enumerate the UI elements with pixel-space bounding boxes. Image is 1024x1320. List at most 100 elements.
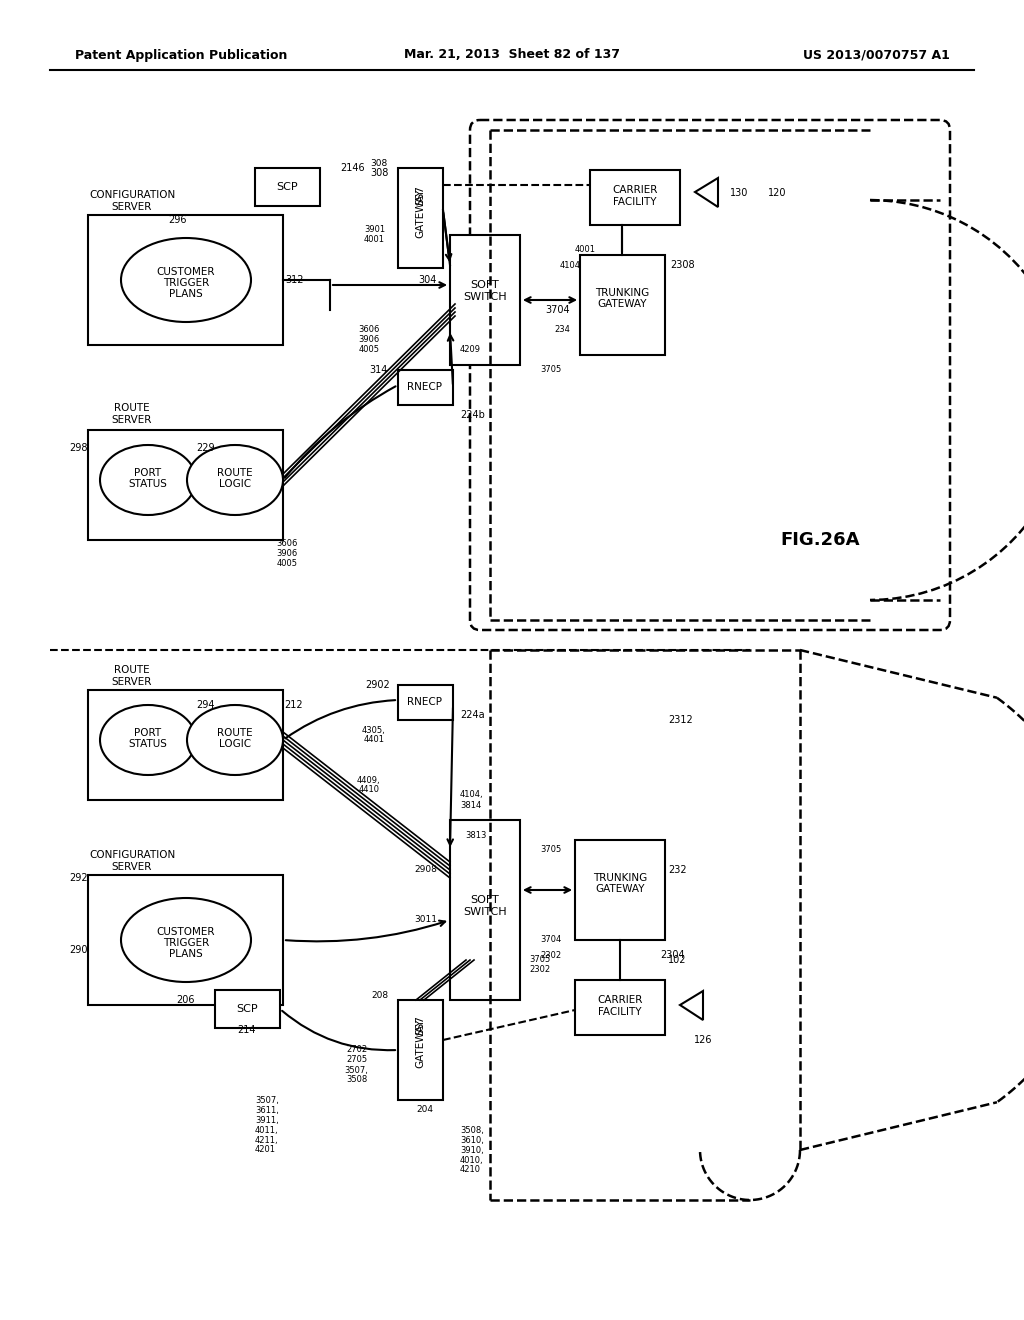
- Text: SS7: SS7: [415, 1015, 425, 1035]
- Text: 3704: 3704: [546, 305, 570, 315]
- Text: FACILITY: FACILITY: [598, 1007, 642, 1016]
- Text: SERVER: SERVER: [112, 677, 153, 686]
- Text: SCP: SCP: [276, 182, 298, 191]
- Text: 3906: 3906: [276, 549, 298, 557]
- Text: 2705: 2705: [347, 1056, 368, 1064]
- Text: 3606: 3606: [358, 326, 380, 334]
- Text: 292: 292: [70, 873, 88, 883]
- FancyBboxPatch shape: [88, 875, 283, 1005]
- Ellipse shape: [187, 705, 283, 775]
- Text: 232: 232: [668, 865, 687, 875]
- Text: GATEWAY: GATEWAY: [595, 884, 645, 894]
- Text: 234: 234: [554, 326, 570, 334]
- Text: 3910,: 3910,: [460, 1146, 483, 1155]
- Text: 130: 130: [730, 187, 749, 198]
- Text: 2146: 2146: [340, 162, 365, 173]
- Text: SCP: SCP: [237, 1005, 258, 1014]
- Text: 214: 214: [238, 1026, 256, 1035]
- Text: 3906: 3906: [358, 335, 380, 345]
- Text: CARRIER: CARRIER: [612, 185, 657, 195]
- Text: 3705: 3705: [529, 956, 551, 965]
- Text: 3814: 3814: [460, 800, 481, 809]
- Text: 4001: 4001: [575, 246, 596, 255]
- Polygon shape: [695, 178, 718, 207]
- Text: RNECP: RNECP: [408, 381, 442, 392]
- Text: 126: 126: [693, 1035, 713, 1045]
- Text: ROUTE: ROUTE: [115, 403, 150, 413]
- Text: 4005: 4005: [278, 558, 298, 568]
- Text: 208: 208: [371, 990, 388, 999]
- Text: 312: 312: [285, 275, 303, 285]
- Text: US 2013/0070757 A1: US 2013/0070757 A1: [803, 49, 950, 62]
- FancyBboxPatch shape: [590, 170, 680, 224]
- Text: 2302: 2302: [529, 965, 551, 974]
- FancyBboxPatch shape: [398, 685, 453, 719]
- Text: CONFIGURATION: CONFIGURATION: [89, 190, 175, 201]
- Text: 4001: 4001: [364, 235, 385, 244]
- FancyBboxPatch shape: [580, 255, 665, 355]
- Ellipse shape: [187, 445, 283, 515]
- Text: ROUTE: ROUTE: [217, 729, 253, 738]
- Ellipse shape: [121, 238, 251, 322]
- Text: PORT: PORT: [134, 469, 162, 478]
- Text: CUSTOMER: CUSTOMER: [157, 927, 215, 937]
- Text: 4209: 4209: [460, 346, 481, 355]
- Text: 2702: 2702: [347, 1045, 368, 1055]
- Text: GATEWAY: GATEWAY: [597, 300, 647, 309]
- Text: GATEWAY: GATEWAY: [415, 189, 425, 238]
- Text: 3508: 3508: [347, 1076, 368, 1085]
- Text: 224a: 224a: [460, 710, 484, 719]
- Text: FIG.26A: FIG.26A: [780, 531, 860, 549]
- Text: SERVER: SERVER: [112, 414, 153, 425]
- Text: PLANS: PLANS: [169, 289, 203, 300]
- Text: 3813: 3813: [465, 830, 486, 840]
- Text: STATUS: STATUS: [129, 479, 168, 488]
- Text: 314: 314: [370, 366, 388, 375]
- Text: TRIGGER: TRIGGER: [163, 279, 209, 288]
- Text: TRUNKING: TRUNKING: [593, 873, 647, 883]
- Text: 294: 294: [196, 700, 214, 710]
- Text: 4201: 4201: [255, 1146, 276, 1155]
- Ellipse shape: [100, 705, 196, 775]
- Text: 4305,: 4305,: [361, 726, 385, 734]
- Text: SERVER: SERVER: [112, 862, 153, 873]
- Text: SWITCH: SWITCH: [463, 907, 507, 917]
- FancyBboxPatch shape: [88, 215, 283, 345]
- Text: 298: 298: [70, 444, 88, 453]
- Text: 3011: 3011: [414, 916, 437, 924]
- FancyBboxPatch shape: [88, 430, 283, 540]
- Text: 224b: 224b: [460, 411, 485, 420]
- Text: 3508,: 3508,: [460, 1126, 484, 1134]
- Text: 3606: 3606: [276, 539, 298, 548]
- Text: 206: 206: [176, 995, 195, 1005]
- Text: CARRIER: CARRIER: [597, 995, 643, 1005]
- Text: 3610,: 3610,: [460, 1135, 484, 1144]
- Text: 2908: 2908: [414, 866, 437, 874]
- Text: 2302: 2302: [540, 950, 561, 960]
- Text: ROUTE: ROUTE: [217, 469, 253, 478]
- Text: STATUS: STATUS: [129, 739, 168, 748]
- Text: FACILITY: FACILITY: [613, 197, 656, 207]
- Text: TRUNKING: TRUNKING: [595, 288, 649, 298]
- FancyBboxPatch shape: [215, 990, 280, 1028]
- Text: 3705: 3705: [540, 846, 561, 854]
- Text: 4010,: 4010,: [460, 1155, 483, 1164]
- FancyBboxPatch shape: [450, 820, 520, 1001]
- Text: 4401: 4401: [364, 735, 385, 744]
- Text: SWITCH: SWITCH: [463, 292, 507, 302]
- Text: 229: 229: [196, 444, 215, 453]
- Text: 204: 204: [417, 1106, 433, 1114]
- Text: Patent Application Publication: Patent Application Publication: [75, 49, 288, 62]
- Text: 4211,: 4211,: [255, 1135, 279, 1144]
- Text: LOGIC: LOGIC: [219, 739, 251, 748]
- Text: SS7: SS7: [415, 185, 425, 205]
- Text: 2312: 2312: [668, 715, 693, 725]
- Text: 212: 212: [284, 700, 303, 710]
- Text: 102: 102: [668, 954, 686, 965]
- Text: 4005: 4005: [359, 346, 380, 355]
- Text: CUSTOMER: CUSTOMER: [157, 267, 215, 277]
- FancyBboxPatch shape: [450, 235, 520, 366]
- Text: PLANS: PLANS: [169, 949, 203, 960]
- Text: 3901: 3901: [364, 226, 385, 235]
- Text: 308: 308: [371, 158, 388, 168]
